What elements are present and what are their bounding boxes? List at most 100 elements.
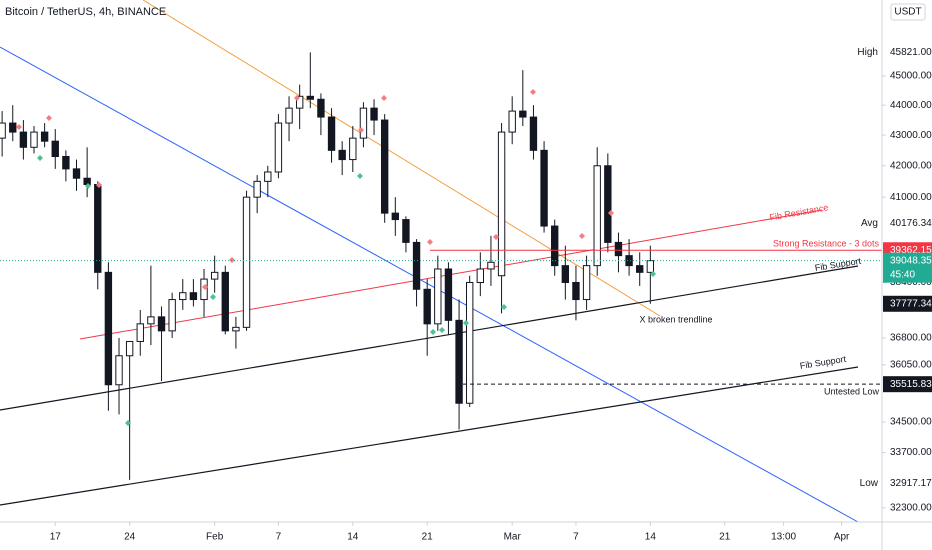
candle-body — [306, 95, 314, 100]
candle-body — [200, 278, 208, 301]
price-tag-label: 40176.34 — [890, 218, 932, 229]
price-tag — [883, 475, 932, 492]
candle-body — [508, 110, 516, 133]
candle-body — [30, 131, 38, 148]
price-lines — [0, 249, 882, 385]
candle-body — [434, 268, 442, 325]
x-tick-label: 7 — [276, 532, 282, 543]
x-tick-label: 24 — [124, 532, 136, 543]
candle-body — [338, 149, 346, 161]
sell-marker — [381, 95, 387, 101]
sell-marker — [294, 95, 300, 101]
candle-body — [274, 122, 283, 173]
y-tick-label: 36050.00 — [890, 359, 932, 370]
y-tick-label: 44000.00 — [890, 100, 932, 111]
sell-marker — [579, 233, 585, 239]
x-tick-label: Apr — [834, 532, 850, 543]
candle-body — [125, 340, 134, 357]
x-tick-label: 7 — [573, 532, 579, 543]
candle-body — [40, 131, 49, 142]
buy-marker — [463, 320, 469, 326]
candle-body — [636, 265, 644, 273]
fib-support-line — [0, 265, 859, 411]
trendline-orange — [142, 0, 661, 317]
candle-body — [285, 107, 293, 124]
candle-body — [529, 116, 538, 151]
buy-marker — [85, 183, 91, 189]
candle-body — [444, 268, 453, 321]
currency[interactable]: USDT — [894, 7, 921, 18]
price-tag-label: 37777.34 — [890, 298, 932, 309]
candle-body — [593, 165, 601, 267]
buy-marker — [430, 329, 436, 335]
y-tick-label: 42000.00 — [890, 160, 932, 171]
candle-body — [370, 107, 378, 121]
candle-body — [51, 140, 59, 157]
candle-body — [391, 212, 399, 221]
price-tag — [883, 215, 932, 232]
price-tag — [883, 44, 932, 61]
candle-body — [0, 122, 6, 139]
trendline-blue — [0, 46, 859, 523]
buy-marker — [125, 420, 131, 426]
candle-body — [94, 184, 102, 273]
x-tick-label: 14 — [645, 532, 657, 543]
candle-body — [253, 180, 261, 198]
candle-body — [466, 281, 474, 404]
candle-body — [572, 281, 580, 301]
candle-body — [104, 271, 113, 386]
sell-marker — [493, 234, 499, 240]
candles — [0, 52, 655, 480]
price-tag-label: 39362.15 — [890, 245, 932, 256]
price-tag — [883, 252, 932, 283]
candle-body — [551, 225, 559, 267]
price-label-name: Low — [860, 478, 879, 489]
candle-body — [455, 319, 463, 404]
price-label-name: Avg — [861, 218, 878, 229]
candle-body — [604, 165, 612, 243]
price-tag-label: 35515.83 — [890, 379, 932, 390]
x-tick-label: Mar — [504, 532, 522, 543]
candle-body — [476, 268, 485, 283]
candle-body — [327, 116, 336, 151]
annotation: Strong Resistance - 3 dots — [773, 238, 880, 248]
candle-body — [19, 131, 28, 148]
buy-marker — [357, 173, 363, 179]
candle-body — [380, 119, 389, 214]
x-tick-label: 14 — [347, 532, 359, 543]
sell-marker — [229, 257, 235, 263]
x-tick-label: 13:00 — [771, 532, 796, 543]
y-tick-label: 33700.00 — [890, 447, 932, 458]
y-tick-label: 36800.00 — [890, 333, 932, 344]
candle-body — [9, 122, 17, 133]
currency-box[interactable] — [890, 3, 926, 21]
annotation: Untested Low — [824, 386, 880, 396]
signal-markers — [16, 89, 656, 426]
sell-marker — [608, 210, 614, 216]
y-tick-label: 32300.00 — [890, 502, 932, 513]
price-tag — [883, 295, 932, 312]
candle-body — [62, 155, 70, 170]
candle-body — [242, 196, 251, 328]
sell-marker — [16, 124, 22, 130]
candle-body — [540, 149, 548, 227]
candle-body — [519, 110, 527, 118]
sell-marker — [202, 284, 208, 290]
price-tag-label: 39048.35 — [890, 255, 932, 266]
candle-body — [412, 241, 421, 290]
candle-body — [582, 265, 591, 301]
candle-body — [72, 168, 81, 179]
price-tag — [883, 376, 932, 393]
x-tick-label: 21 — [719, 532, 731, 543]
buy-marker — [439, 327, 445, 333]
time-axis — [0, 522, 882, 550]
candle-body — [189, 292, 198, 301]
candle-body — [349, 137, 357, 161]
countdown: 45:40 — [890, 269, 915, 280]
buy-marker — [650, 271, 656, 277]
candle-body — [359, 107, 368, 139]
price-label-name: High — [857, 47, 878, 58]
candle-body — [264, 171, 272, 182]
y-tick-label: 41000.00 — [890, 192, 932, 203]
